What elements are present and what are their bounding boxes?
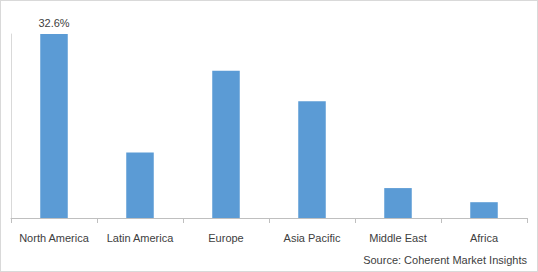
svg-text:Latin America: Latin America bbox=[107, 232, 175, 244]
svg-text:Asia Pacific: Asia Pacific bbox=[284, 232, 341, 244]
svg-text:32.6%: 32.6% bbox=[38, 17, 69, 29]
svg-text:Europe: Europe bbox=[208, 232, 243, 244]
svg-text:Middle East: Middle East bbox=[369, 232, 426, 244]
svg-text:Source: Coherent Market Insigh: Source: Coherent Market Insights bbox=[363, 254, 527, 266]
svg-text:North America: North America bbox=[19, 232, 90, 244]
svg-text:Africa: Africa bbox=[470, 232, 499, 244]
